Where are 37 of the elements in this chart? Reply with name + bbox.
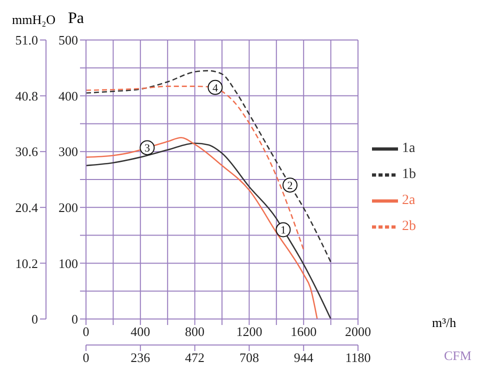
x2-tick-label: 236 — [130, 350, 151, 366]
x2-tick-label: 944 — [294, 350, 314, 366]
annotation: 2 — [287, 180, 293, 192]
x-axis-title: m³/h — [432, 315, 456, 331]
legend-label: 1b — [402, 166, 416, 182]
x-tick-label: 0 — [82, 324, 90, 340]
legend-label: 2a — [402, 192, 416, 208]
y-tick-label: 200 — [58, 200, 78, 216]
x-tick-label: 2000 — [345, 324, 371, 340]
y2-tick-label: 40.8 — [15, 88, 38, 104]
annotation: 1 — [280, 224, 286, 237]
x-tick-label: 1200 — [236, 324, 262, 340]
y-tick-label: 300 — [58, 144, 78, 160]
y2-tick-label: 30.6 — [15, 144, 38, 160]
x-tick-label: 1600 — [290, 324, 317, 340]
x2-tick-label: 1180 — [345, 350, 371, 366]
x2-tick-label: 708 — [239, 350, 259, 366]
legend-label: 2b — [402, 218, 416, 234]
legend-label: 1a — [402, 140, 416, 156]
y-tick-label: 0 — [72, 312, 78, 327]
y-tick-label: 500 — [58, 32, 78, 48]
annotation: 3 — [144, 142, 150, 155]
y2-tick-label: 0 — [32, 312, 38, 327]
y-axis-title: Pa — [68, 10, 84, 28]
y-tick-label: 100 — [58, 256, 78, 271]
x2-axis-title: CFM — [444, 348, 472, 364]
y2-tick-label: 51.0 — [15, 32, 38, 48]
line-series — [86, 70, 332, 263]
y2-tick-label: 20.4 — [15, 200, 38, 216]
annotation: 4 — [212, 82, 218, 94]
y-tick-label: 400 — [58, 88, 78, 104]
x2-tick-label: 472 — [185, 350, 205, 366]
x2-tick-label: 0 — [82, 350, 90, 366]
x-tick-label: 400 — [130, 324, 150, 340]
y2-axis-title: mmH₂O — [12, 12, 56, 28]
y2-tick-label: 10.2 — [15, 256, 38, 271]
x-tick-label: 800 — [185, 324, 205, 340]
